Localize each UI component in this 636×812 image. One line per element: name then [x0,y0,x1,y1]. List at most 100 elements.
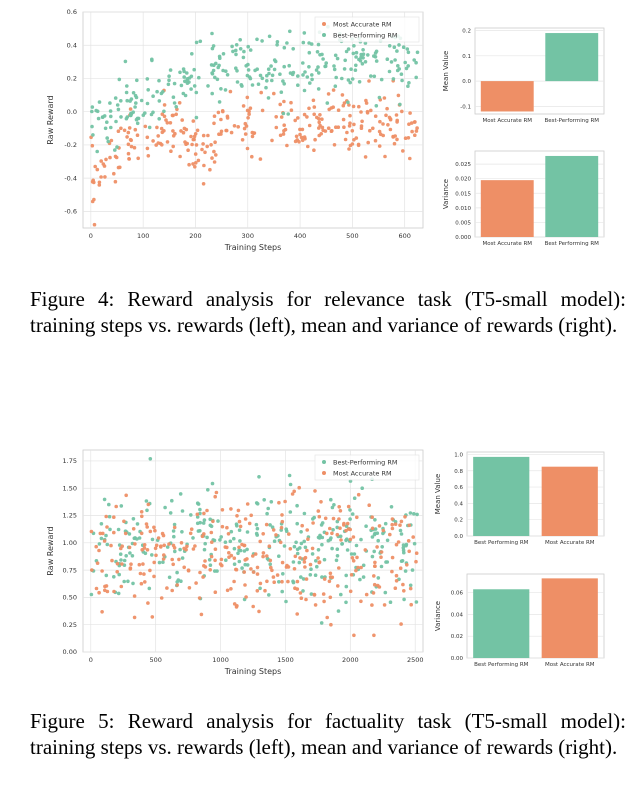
y-tick-label: 0.8 [454,469,463,475]
scatter-point [265,554,269,558]
scatter-point [219,117,223,122]
scatter-point [131,581,135,586]
scatter-point [229,529,234,534]
scatter-point [395,49,399,53]
scatter-point [186,568,191,573]
scatter-point [92,197,96,202]
scatter-point [143,551,148,556]
scatter-point [378,119,382,124]
scatter-point [174,105,178,109]
scatter-point [127,126,132,130]
scatter-point [412,541,417,546]
scatter-point [248,106,253,110]
scatter-point [351,559,356,563]
scatter-point [301,589,305,593]
scatter-point [260,76,265,81]
scatter-point [189,513,193,517]
scatter-point [300,127,305,132]
scatter-point [298,132,302,137]
scatter-point [333,53,338,58]
scatter-point [142,543,147,547]
scatter-point [388,600,393,604]
scatter-point [237,519,242,524]
legend-marker [322,22,326,26]
scatter-point [281,111,286,116]
scatter-point [292,489,297,494]
scatter-point [137,536,142,540]
scatter-point [320,542,324,547]
scatter-point [303,565,307,569]
scatter-point [152,574,156,579]
legend-label: Most Accurate RM [333,21,392,29]
scatter-point [323,129,328,133]
scatter-point [110,558,114,563]
scatter-point [301,61,305,65]
scatter-point [277,580,281,584]
x-tick-label: Most Accurate RM [545,540,595,546]
scatter-point [264,522,269,527]
scatter-point [109,125,113,130]
scatter-point [269,565,273,570]
scatter-point [245,557,249,561]
scatter-point [221,68,225,73]
scatter-point [182,126,187,131]
scatter-point [203,150,207,155]
scatter-point [327,107,332,112]
scatter-point [313,573,318,577]
scatter-point [390,526,395,531]
scatter-point [161,90,165,94]
scatter-point [289,108,294,112]
scatter-point [367,503,372,507]
scatter-point [329,622,333,627]
scatter-point [364,592,369,597]
scatter-point [162,129,166,133]
scatter-point [390,522,395,527]
bar [541,578,598,658]
scatter-point [168,511,173,515]
scatter-point [181,91,186,96]
scatter-point [167,78,171,83]
scatter-point [90,124,94,129]
scatter-point [242,549,247,553]
scatter-point [255,589,260,593]
scatter-point [139,531,144,536]
y-tick-label: 0.4 [67,41,77,49]
scatter-point [251,604,255,609]
scatter-point [320,521,325,525]
scatter-point [108,155,112,160]
scatter-point [264,85,268,90]
scatter-point [300,138,305,143]
scatter-point [318,53,322,57]
scatter-point [216,519,220,523]
scatter-point [369,108,373,113]
scatter-point [354,568,358,573]
scatter-point [282,64,287,69]
scatter-point [236,508,241,513]
scatter-point [412,58,417,62]
scatter-point [263,588,267,593]
scatter-point [145,146,150,151]
scatter-point [193,165,197,169]
scatter-point [283,499,287,504]
scatter-point [235,514,239,518]
scatter-point [262,498,267,502]
scatter-point [277,500,281,505]
scatter-point [374,49,379,54]
scatter-point [145,135,150,140]
scatter-point [385,57,390,61]
scatter-point [375,531,380,535]
scatter-point [208,563,213,567]
scatter-point [364,101,369,105]
scatter-point [229,587,233,591]
scatter-point [299,596,304,600]
scatter-point [148,529,153,534]
scatter-point [137,562,142,567]
scatter-point [302,112,307,117]
scatter-point [297,140,301,144]
scatter-point [251,554,255,558]
x-tick-label: 1500 [277,656,294,664]
scatter-point [102,539,107,543]
scatter-point [293,139,298,144]
scatter-point [238,548,243,553]
scatter-point [328,526,332,531]
